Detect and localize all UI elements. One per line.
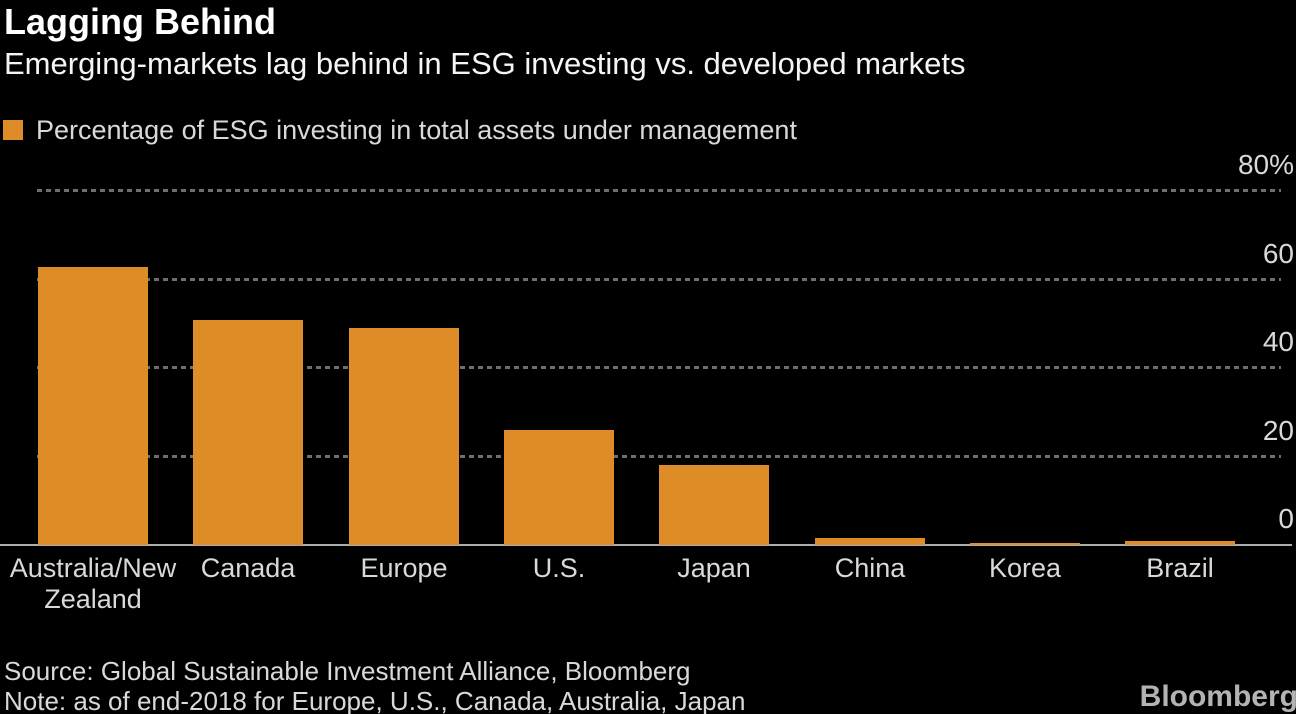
bar-australia-new-zealand — [38, 266, 148, 545]
bar-canada — [193, 319, 303, 545]
chart-title: Lagging Behind — [4, 1, 276, 42]
x-label-china: China — [834, 553, 906, 583]
y-tick-40: 40 — [1262, 326, 1294, 358]
note-text: Note: as of end-2018 for Europe, U.S., C… — [4, 686, 746, 714]
legend: Percentage of ESG investing in total ass… — [3, 116, 797, 144]
bar-europe — [349, 328, 459, 545]
legend-label: Percentage of ESG investing in total ass… — [36, 115, 797, 145]
gridline-40 — [37, 366, 1281, 370]
x-label-australia-new-zealand: Australia/New Zealand — [9, 553, 177, 614]
x-label-u-s: U.S. — [532, 553, 586, 583]
legend-swatch-icon — [3, 120, 23, 140]
x-label-japan: Japan — [677, 553, 751, 583]
bar-brazil — [1125, 541, 1235, 545]
bar-u-s — [504, 430, 614, 545]
source-text: Source: Global Sustainable Investment Al… — [4, 656, 691, 686]
y-tick-20: 20 — [1262, 414, 1294, 446]
y-tick-0: 0 — [1278, 503, 1294, 534]
y-tick-60: 60 — [1262, 237, 1294, 269]
x-label-europe: Europe — [360, 553, 448, 583]
chart-subtitle: Emerging-markets lag behind in ESG inves… — [4, 46, 966, 81]
bar-japan — [659, 465, 769, 545]
x-label-canada: Canada — [200, 553, 296, 583]
x-label-brazil: Brazil — [1146, 553, 1214, 583]
gridline-20 — [37, 454, 1281, 458]
bloomberg-logo: Bloomberg — [1139, 680, 1296, 713]
bar-korea — [970, 543, 1080, 545]
gridline-60 — [37, 277, 1281, 281]
x-label-korea: Korea — [988, 553, 1062, 583]
bar-china — [815, 538, 925, 545]
gridline-80 — [37, 189, 1281, 193]
x-axis-baseline — [0, 544, 1292, 546]
y-tick-80: 80% — [1237, 149, 1294, 181]
